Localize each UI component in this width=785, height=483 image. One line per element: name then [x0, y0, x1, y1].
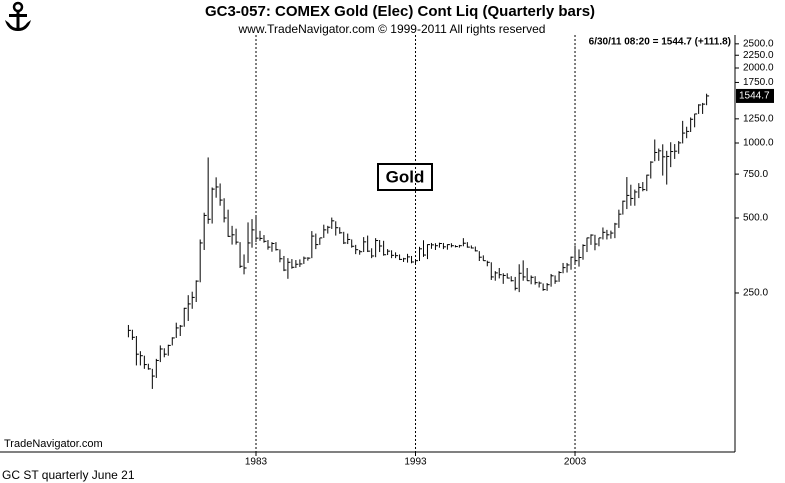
y-tick-label: 1750.0 — [743, 77, 774, 88]
y-tick-label: 2000.0 — [743, 63, 774, 74]
annotation-box — [377, 163, 433, 191]
chart-title: GC3-057: COMEX Gold (Elec) Cont Liq (Qua… — [205, 3, 595, 20]
y-tick-label: 500.0 — [743, 213, 768, 224]
y-tick-label: 1000.0 — [743, 138, 774, 149]
last-price-box — [736, 88, 774, 103]
y-tick-label: 2500.0 — [743, 38, 774, 49]
annotation: Gold — [386, 167, 425, 186]
subtitle: www.TradeNavigator.com © 1999-2011 All r… — [238, 22, 546, 36]
x-tick-label: 1983 — [245, 457, 268, 468]
x-tick-label: 2003 — [564, 457, 587, 468]
logo — [2, 1, 34, 32]
last-price-label: 1544.7 — [739, 91, 770, 102]
watermark: TradeNavigator.com — [4, 438, 103, 450]
y-tick-label: 2250.0 — [743, 50, 774, 61]
x-tick-label: 1993 — [404, 457, 427, 468]
footer: GC ST quarterly June 21 — [2, 468, 135, 482]
y-tick-label: 1250.0 — [743, 113, 774, 124]
quote: 6/30/11 08:20 = 1544.7 (+111.8) — [589, 37, 731, 48]
y-tick-label: 750.0 — [743, 169, 768, 180]
y-tick-label: 250.0 — [743, 288, 768, 299]
